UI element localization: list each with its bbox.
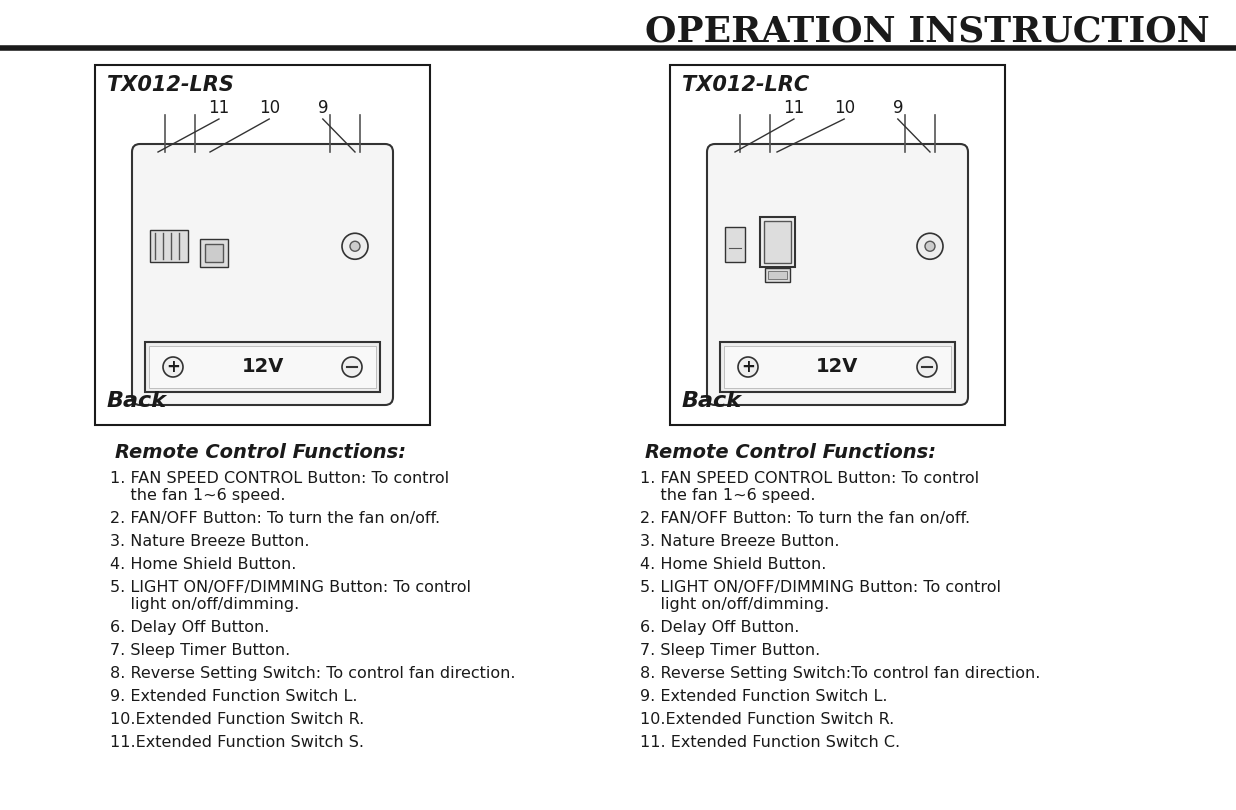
Bar [200,239,227,267]
Text: 11.Extended Function Switch S.: 11.Extended Function Switch S. [110,735,363,750]
Text: +: + [742,358,755,376]
Circle shape [738,357,758,377]
Bar [768,271,787,279]
Text: 4. Home Shield Button.: 4. Home Shield Button. [110,557,297,572]
Text: 10: 10 [258,99,279,117]
Text: 6. Delay Off Button.: 6. Delay Off Button. [110,620,269,635]
Bar [765,268,790,282]
Bar [724,346,950,388]
Text: 2. FAN/OFF Button: To turn the fan on/off.: 2. FAN/OFF Button: To turn the fan on/of… [110,511,440,526]
Text: 9: 9 [892,99,904,117]
Text: 8. Reverse Setting Switch:To control fan direction.: 8. Reverse Setting Switch:To control fan… [640,666,1041,681]
Text: 1. FAN SPEED CONTROL Button: To control
    the fan 1~6 speed.: 1. FAN SPEED CONTROL Button: To control … [640,471,979,503]
Circle shape [917,357,937,377]
Text: 5. LIGHT ON/OFF/DIMMING Button: To control
    light on/off/dimming.: 5. LIGHT ON/OFF/DIMMING Button: To contr… [110,580,471,612]
Circle shape [350,241,360,251]
FancyBboxPatch shape [132,144,393,405]
Bar [764,221,791,263]
Bar [726,228,745,262]
Text: 3. Nature Breeze Button.: 3. Nature Breeze Button. [110,534,309,549]
Circle shape [163,357,183,377]
Bar [145,342,379,392]
Text: 7. Sleep Timer Button.: 7. Sleep Timer Button. [110,643,290,658]
Text: 10: 10 [833,99,855,117]
Bar [670,65,1005,425]
Text: 10.Extended Function Switch R.: 10.Extended Function Switch R. [640,712,895,727]
Text: 11: 11 [209,99,230,117]
Text: 12V: 12V [241,357,284,377]
FancyBboxPatch shape [707,144,968,405]
Text: Remote Control Functions:: Remote Control Functions: [645,443,936,462]
Bar [150,346,376,388]
Text: 11: 11 [784,99,805,117]
Text: TX012-LRS: TX012-LRS [108,75,234,95]
Text: Remote Control Functions:: Remote Control Functions: [115,443,405,462]
Text: 7. Sleep Timer Button.: 7. Sleep Timer Button. [640,643,821,658]
Bar [721,342,955,392]
Text: +: + [166,358,180,376]
Text: 9. Extended Function Switch L.: 9. Extended Function Switch L. [640,689,887,704]
Text: 10.Extended Function Switch R.: 10.Extended Function Switch R. [110,712,365,727]
Text: 11. Extended Function Switch C.: 11. Extended Function Switch C. [640,735,900,750]
Text: 6. Delay Off Button.: 6. Delay Off Button. [640,620,800,635]
Text: 12V: 12V [816,357,859,377]
Text: 9: 9 [318,99,328,117]
Text: 1. FAN SPEED CONTROL Button: To control
    the fan 1~6 speed.: 1. FAN SPEED CONTROL Button: To control … [110,471,449,503]
Text: Back: Back [682,391,742,411]
Text: 8. Reverse Setting Switch: To control fan direction.: 8. Reverse Setting Switch: To control fa… [110,666,515,681]
Text: 2. FAN/OFF Button: To turn the fan on/off.: 2. FAN/OFF Button: To turn the fan on/of… [640,511,970,526]
Text: 3. Nature Breeze Button.: 3. Nature Breeze Button. [640,534,839,549]
Text: OPERATION INSTRUCTION: OPERATION INSTRUCTION [645,15,1210,49]
Bar [150,230,188,262]
Circle shape [925,241,934,251]
Text: 9. Extended Function Switch L.: 9. Extended Function Switch L. [110,689,357,704]
Text: Back: Back [108,391,167,411]
Circle shape [917,233,943,259]
Circle shape [342,357,362,377]
Text: TX012-LRC: TX012-LRC [682,75,810,95]
Circle shape [342,233,368,259]
Bar [760,217,795,267]
Bar [205,245,222,262]
Text: 5. LIGHT ON/OFF/DIMMING Button: To control
    light on/off/dimming.: 5. LIGHT ON/OFF/DIMMING Button: To contr… [640,580,1001,612]
Bar [95,65,430,425]
Text: 4. Home Shield Button.: 4. Home Shield Button. [640,557,827,572]
